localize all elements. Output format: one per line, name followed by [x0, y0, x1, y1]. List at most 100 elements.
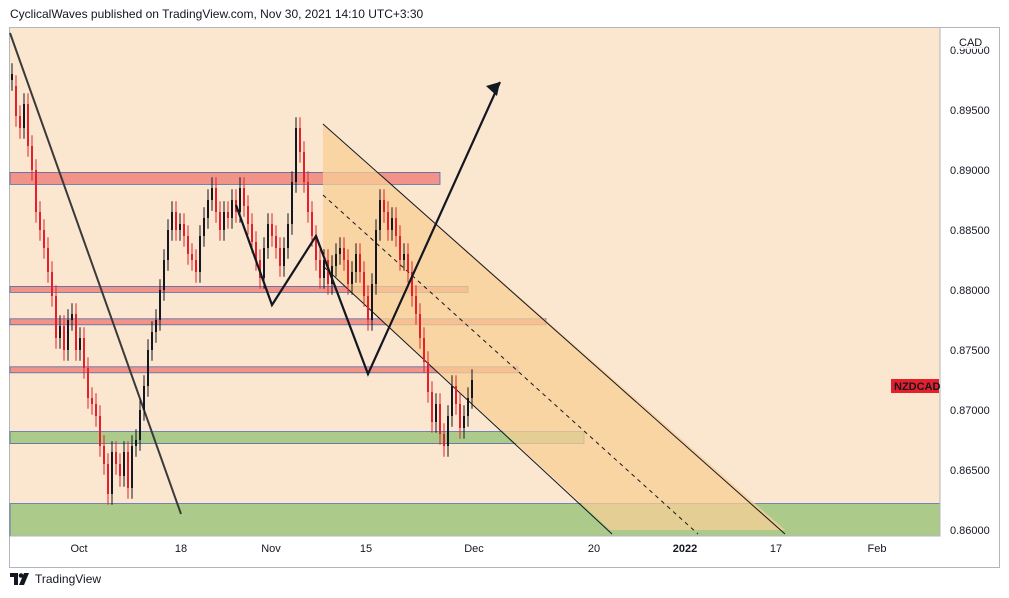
candle-body — [203, 218, 205, 236]
candle-body — [283, 248, 285, 266]
candle-body — [147, 350, 149, 386]
candle-body — [431, 392, 433, 422]
candle-body — [367, 296, 369, 320]
x-tick-label: 15 — [360, 543, 372, 555]
candle-body — [19, 116, 21, 128]
candle-body — [255, 242, 257, 260]
candle-body — [443, 434, 445, 446]
channel-upper-line — [322, 123, 786, 535]
candle-body — [95, 404, 97, 416]
projection-arrowhead — [486, 82, 500, 96]
candle-body — [467, 398, 469, 416]
candle-body — [227, 212, 229, 218]
y-tick-label: 0.89000 — [950, 165, 990, 177]
candle-body — [315, 236, 317, 260]
candle-body — [299, 128, 301, 152]
candle-body — [63, 326, 65, 350]
candle-body — [287, 224, 289, 248]
x-tick-label: 20 — [588, 543, 600, 555]
candle-body — [335, 254, 337, 266]
candle-body — [463, 416, 465, 428]
candle-body — [103, 446, 105, 464]
candle-body — [347, 260, 349, 284]
candle-body — [195, 260, 197, 272]
x-tick-label: Oct — [70, 543, 87, 555]
candle-body — [359, 254, 361, 272]
channel-fill — [323, 124, 785, 530]
candle-body — [279, 248, 281, 266]
candle-body — [219, 212, 221, 230]
candle-body — [99, 416, 101, 446]
y-tick-label: 0.87500 — [950, 345, 990, 357]
currency-label: CAD — [959, 37, 982, 49]
candle-body — [363, 272, 365, 296]
candle-body — [207, 200, 209, 218]
candle-body — [55, 296, 57, 338]
candle-body — [31, 146, 33, 170]
candle-body — [51, 272, 53, 296]
candle-body — [11, 74, 13, 80]
candle-body — [311, 212, 313, 236]
candle-body — [307, 182, 309, 212]
symbol-price-text: NZDCAD — [894, 381, 940, 393]
candle-body — [247, 206, 249, 224]
candle-body — [351, 272, 353, 284]
candle-body — [59, 326, 61, 338]
candle-body — [187, 236, 189, 254]
candle-body — [175, 212, 177, 230]
candle-body — [391, 218, 393, 230]
candle-body — [135, 440, 137, 446]
candle-body — [79, 338, 81, 350]
candle-body — [379, 200, 381, 230]
candle-body — [263, 248, 265, 278]
candle-body — [123, 452, 125, 476]
candle-body — [267, 224, 269, 248]
candle-body — [47, 248, 49, 272]
symbol-price-tag — [891, 379, 939, 393]
candle-body — [427, 362, 429, 392]
footer: TradingView — [10, 572, 101, 586]
candle-body — [387, 212, 389, 230]
candle-body — [419, 314, 421, 338]
candle-body — [243, 188, 245, 206]
candle-body — [15, 86, 17, 116]
candle-body — [411, 272, 413, 296]
candle-body — [27, 104, 29, 146]
candle-body — [435, 404, 437, 422]
candle-body — [399, 236, 401, 260]
candle-body — [423, 338, 425, 362]
candle-body — [395, 218, 397, 236]
projection-path — [234, 81, 502, 377]
candle-body — [67, 320, 69, 350]
candle-body — [151, 332, 153, 350]
tradingview-logo-icon[interactable] — [10, 573, 30, 585]
candle-body — [375, 230, 377, 284]
candle-body — [251, 224, 253, 242]
candle-body — [179, 224, 181, 230]
candle-body — [211, 188, 213, 200]
publish-header: CyclicalWaves published on TradingView.c… — [10, 7, 424, 21]
x-tick-label: Nov — [261, 543, 281, 555]
candle-body — [231, 200, 233, 218]
candle-body — [171, 212, 173, 230]
support-zone-2 — [9, 503, 941, 537]
candle-body — [331, 266, 333, 284]
currency-badge — [955, 36, 983, 49]
y-tick-label: 0.86500 — [950, 465, 990, 477]
candle-body — [371, 284, 373, 320]
candle-body — [319, 260, 321, 278]
candle-body — [455, 386, 457, 404]
candle-body — [215, 188, 217, 212]
footer-brand[interactable]: TradingView — [35, 572, 102, 586]
candle-body — [111, 452, 113, 494]
candle-body — [223, 212, 225, 230]
candle-body — [23, 104, 25, 128]
x-tick-label: Feb — [868, 543, 887, 555]
candle-body — [291, 182, 293, 224]
candle-body — [343, 248, 345, 260]
y-tick-label: 0.89500 — [950, 105, 990, 117]
candle-body — [163, 260, 165, 290]
candle-body — [87, 368, 89, 398]
y-tick-label: 0.88500 — [950, 225, 990, 237]
